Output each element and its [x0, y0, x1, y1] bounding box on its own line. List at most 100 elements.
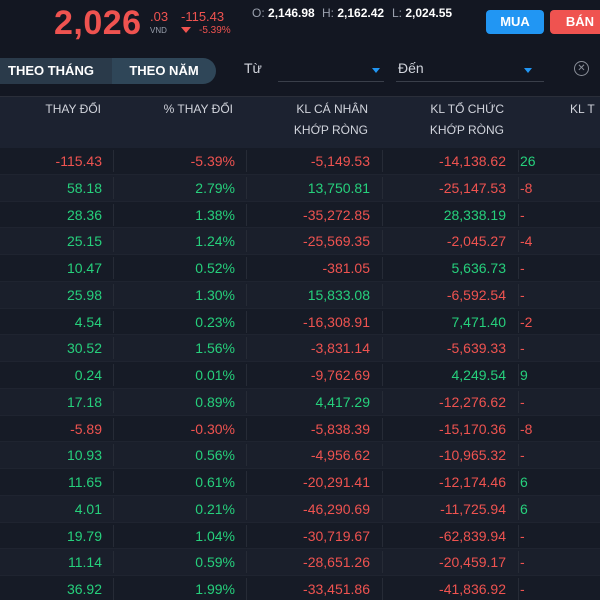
column-divider: [246, 230, 247, 253]
column-divider: [382, 444, 383, 467]
column-divider: [113, 444, 114, 467]
tab-by-year[interactable]: THEO NĂM: [112, 58, 216, 84]
column-divider: [518, 390, 519, 413]
cell-change: 17.18: [66, 393, 102, 410]
table-row: 10.93 0.56% -4,956.62 -10,965.32-: [0, 442, 600, 469]
table-row: 36.92 1.99% -33,451.86 -41,836.92-: [0, 576, 600, 600]
column-divider: [246, 203, 247, 226]
cell-col5: -: [520, 527, 525, 544]
buy-button[interactable]: MUA: [486, 10, 544, 34]
cell-retail-net: -5,149.53: [310, 153, 370, 169]
cell-change-pct: -0.30%: [190, 420, 235, 437]
cell-change-pct: 1.99%: [195, 581, 235, 597]
chevron-down-icon[interactable]: [524, 68, 532, 73]
column-divider: [518, 176, 519, 199]
column-divider: [382, 471, 383, 493]
cell-institution-net: -5,639.33: [446, 340, 506, 357]
col-change-pct-header[interactable]: % THAY ĐỔI: [163, 102, 233, 116]
column-divider: [382, 524, 383, 547]
column-divider: [382, 283, 383, 306]
cell-change: 19.79: [66, 527, 102, 544]
cell-change-pct: 0.52%: [195, 260, 235, 276]
cell-retail-net: -381.05: [322, 260, 370, 276]
column-divider: [246, 417, 247, 440]
column-divider: [246, 337, 247, 360]
cell-change: 10.47: [66, 260, 102, 276]
cell-change-pct: 1.56%: [195, 340, 235, 357]
cell-institution-net: -11,725.94: [440, 500, 506, 517]
column-divider: [382, 310, 383, 333]
column-divider: [382, 417, 383, 440]
column-divider: [113, 310, 114, 333]
column-divider: [113, 283, 114, 306]
column-divider: [113, 551, 114, 574]
col-5-header[interactable]: KL T: [570, 102, 595, 116]
table-row: 25.15 1.24% -25,569.35 -2,045.27 -4: [0, 228, 600, 255]
column-divider: [246, 150, 247, 172]
cell-col5: -: [520, 286, 525, 303]
cell-retail-net: -3,831.14: [310, 340, 370, 357]
column-divider: [518, 417, 519, 440]
cell-institution-net: 5,636.73: [451, 260, 507, 276]
cell-change-pct: 1.38%: [195, 206, 235, 223]
sell-button[interactable]: BÁN: [550, 10, 600, 34]
cell-retail-net: -33,451.86: [303, 581, 370, 597]
cell-change: 28.36: [66, 206, 102, 223]
cell-change: 11.14: [68, 554, 102, 571]
to-date-select[interactable]: [396, 74, 544, 82]
col-retail-header-line2[interactable]: KHỚP RÒNG: [293, 123, 368, 137]
table-row: -115.43 -5.39% -5,149.53 -14,138.62 26: [0, 148, 600, 175]
cell-col5: -: [520, 340, 525, 357]
cell-change: 36.92: [66, 581, 102, 597]
cell-change-pct: 0.89%: [195, 393, 235, 410]
col-inst-header-line2[interactable]: KHỚP RÒNG: [429, 123, 504, 137]
down-arrow-icon: [181, 27, 191, 33]
cell-col5: -: [520, 206, 525, 223]
column-divider: [113, 257, 114, 279]
table-row: 10.47 0.52% -381.05 5,636.73-: [0, 255, 600, 282]
column-divider: [113, 578, 114, 600]
column-divider: [518, 551, 519, 574]
column-divider: [113, 497, 114, 520]
col-retail-header-line1[interactable]: KL CÁ NHÂN: [296, 102, 368, 116]
column-divider: [113, 364, 114, 386]
column-divider: [382, 257, 383, 279]
cell-col5: 6: [520, 474, 528, 490]
column-divider: [382, 230, 383, 253]
cell-change: -5.89: [70, 420, 102, 437]
cell-change: 4.01: [74, 500, 102, 517]
cell-institution-net: -14,138.62: [439, 153, 506, 169]
cell-retail-net: 13,750.81: [307, 179, 370, 196]
col-change-header[interactable]: THAY ĐỔI: [45, 102, 101, 116]
table-row: 58.18 2.79% 13,750.81 -25,147.53 -8: [0, 174, 600, 202]
column-divider: [113, 390, 114, 413]
chevron-down-icon[interactable]: [372, 68, 380, 73]
high-value: 2,162.42: [337, 6, 385, 20]
column-divider: [113, 150, 114, 172]
low-price: L: 2,024.55: [392, 6, 452, 20]
cell-change-pct: 0.59%: [195, 554, 235, 571]
col-inst-header-line1[interactable]: KL TỔ CHỨC: [430, 102, 504, 116]
low-label: L:: [392, 6, 403, 20]
cell-change-pct: 1.24%: [195, 233, 235, 250]
cell-col5: 9: [520, 367, 528, 383]
table-row: 25.98 1.30% 15,833.08 -6,592.54-: [0, 281, 600, 309]
from-date-select[interactable]: [278, 74, 384, 82]
cell-col5: -: [520, 447, 525, 464]
column-divider: [113, 230, 114, 253]
table-row: 4.01 0.21% -46,290.69 -11,725.94 6: [0, 495, 600, 523]
column-divider: [518, 257, 519, 279]
column-divider: [382, 337, 383, 360]
cell-change-pct: -5.39%: [190, 153, 235, 169]
cell-institution-net: -10,965.32: [439, 447, 506, 464]
tab-by-month[interactable]: THEO THÁNG: [0, 58, 112, 84]
cell-retail-net: -16,308.91: [303, 313, 370, 330]
column-divider: [382, 551, 383, 574]
close-circle-icon[interactable]: ✕: [574, 61, 589, 76]
quote-header: 2,026 .03 VND -115.43 -5.39% O: 2,146.98…: [0, 0, 600, 46]
high-price: H: 2,162.42: [322, 6, 384, 20]
cell-change: 25.15: [66, 233, 102, 250]
column-divider: [518, 337, 519, 360]
cell-institution-net: 4,249.54: [451, 367, 507, 383]
cell-col5: 6: [520, 500, 528, 517]
